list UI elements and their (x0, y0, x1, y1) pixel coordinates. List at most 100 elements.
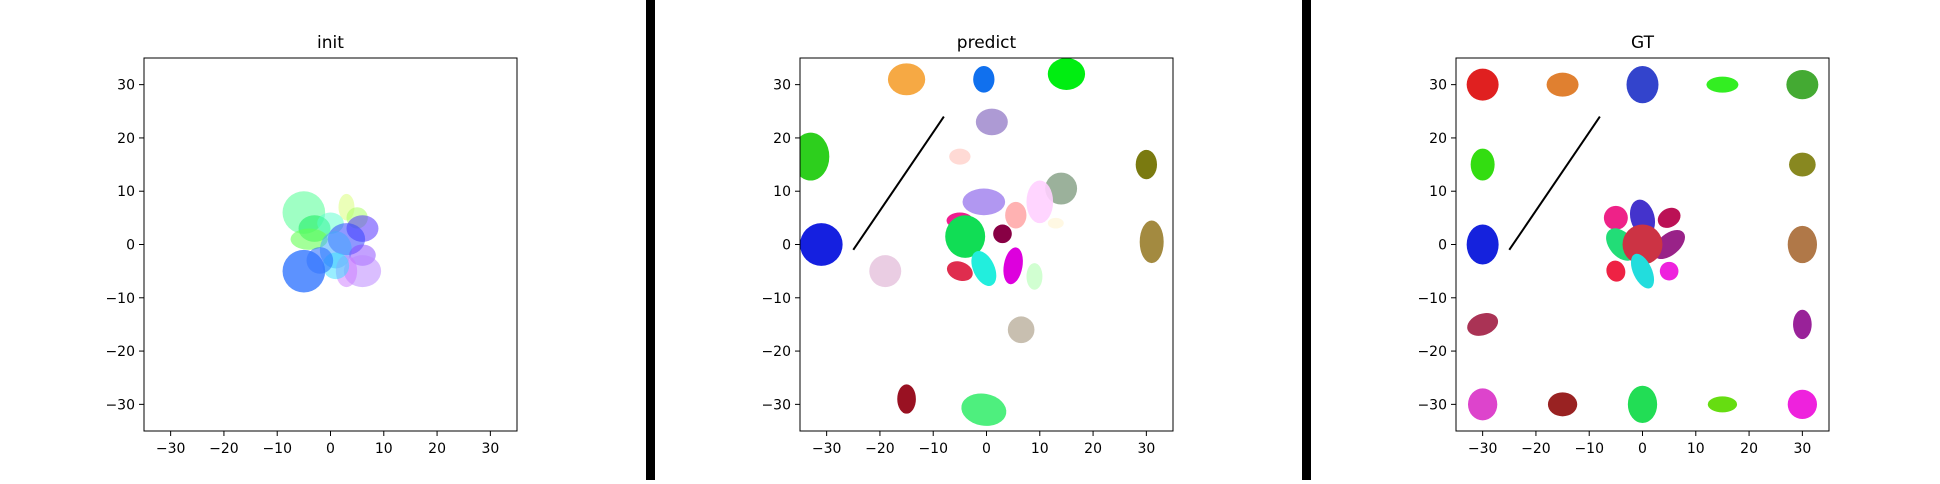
y-tick-label: −10 (1417, 291, 1447, 307)
x-tick-label: −10 (918, 441, 948, 457)
ellipse-mark (1626, 65, 1659, 104)
y-tick-label: −20 (761, 344, 791, 360)
x-tick-label: −10 (262, 441, 292, 457)
ellipse-mark (1047, 58, 1086, 90)
ellipse-mark (887, 63, 926, 96)
y-tick-label: −10 (105, 291, 135, 307)
ellipse-mark (869, 255, 902, 288)
ellipse-mark (1786, 69, 1819, 100)
ellipse-mark (1026, 263, 1043, 290)
x-tick-label: 10 (1031, 441, 1049, 457)
y-tick-label: 20 (117, 131, 135, 147)
ellipse-mark (1546, 72, 1579, 97)
ellipse-mark (1630, 253, 1655, 289)
y-tick-label: −20 (105, 344, 135, 360)
panel-predict: −30 −20 −10 0 10 20 30 −30 −20 −10 0 10 20 30 predict (761, 33, 1174, 457)
ellipse-mark (1706, 76, 1739, 93)
ellipse-mark (1467, 313, 1499, 336)
ellipse-mark (1627, 385, 1658, 424)
ellipse-mark (1135, 149, 1158, 180)
ellipse-mark (975, 108, 1008, 136)
ellipse-mark (973, 65, 995, 93)
y-tick-label: 0 (126, 238, 135, 254)
ellipse-mark (1047, 217, 1064, 229)
y-tick-label: 30 (1429, 78, 1447, 94)
line-segment (852, 116, 945, 251)
ellipse-mark (945, 215, 986, 258)
y-tick-label: 10 (773, 184, 791, 200)
x-tick-label: −10 (1574, 441, 1604, 457)
ellipse-mark (1659, 261, 1679, 281)
x-tick-label: −30 (156, 441, 186, 457)
ellipse-mark (800, 132, 830, 181)
y-tick-label: 20 (773, 131, 791, 147)
x-tick-label: 20 (1084, 441, 1102, 457)
ellipse-mark (282, 249, 326, 293)
ellipse-mark (961, 393, 1007, 426)
plot-area (800, 58, 1164, 426)
ellipse-mark (1547, 392, 1578, 417)
ellipse-mark (1466, 68, 1499, 101)
line-segment (1508, 116, 1601, 251)
ellipse-mark (1603, 205, 1628, 230)
y-tick-label: 30 (117, 78, 135, 94)
ellipse-mark (1003, 247, 1023, 285)
y-tick-label: 0 (1438, 238, 1447, 254)
x-tick-label: −20 (865, 441, 895, 457)
plot-area (1466, 65, 1819, 424)
x-tick-label: 20 (1740, 441, 1758, 457)
ellipse-mark (1045, 172, 1078, 205)
x-tick-label: 10 (1687, 441, 1705, 457)
panel-divider (1302, 0, 1311, 480)
ellipse-mark (971, 250, 997, 286)
x-tick-label: 30 (1137, 441, 1155, 457)
y-tick-label: 10 (117, 184, 135, 200)
ellipse-mark (897, 384, 916, 414)
ellipse-mark (1139, 220, 1164, 264)
ellipse-mark (1466, 224, 1499, 265)
ellipse-mark (1007, 316, 1035, 344)
y-tick-label: −30 (761, 397, 791, 413)
x-tick-label: 20 (428, 441, 446, 457)
ellipse-mark (1622, 224, 1663, 265)
x-tick-label: −20 (1521, 441, 1551, 457)
ellipse-mark (1787, 389, 1818, 420)
ellipse-mark (800, 223, 843, 266)
x-tick-label: −30 (812, 441, 842, 457)
ellipse-mark (993, 224, 1012, 244)
panel-init: −30 −20 −10 0 10 20 30 −30 −20 −10 0 10 20 30 init (105, 33, 518, 457)
ellipse-mark (1005, 201, 1027, 229)
ellipse-mark (946, 261, 973, 282)
ellipse-mark (1026, 180, 1054, 224)
x-tick-label: −20 (209, 441, 239, 457)
y-tick-label: 20 (1429, 131, 1447, 147)
x-tick-label: 30 (1793, 441, 1811, 457)
ellipse-mark (1653, 229, 1685, 260)
y-tick-label: 10 (1429, 184, 1447, 200)
y-tick-label: 30 (773, 78, 791, 94)
ellipse-mark (1606, 260, 1626, 282)
ellipse-mark (1657, 207, 1681, 228)
ellipse-mark (1470, 148, 1495, 181)
x-tick-label: 30 (481, 441, 499, 457)
y-tick-label: 0 (782, 238, 791, 254)
ellipse-mark (1467, 388, 1498, 421)
y-tick-label: −30 (1417, 397, 1447, 413)
y-tick-label: −30 (105, 397, 135, 413)
chart-title: GT (1631, 33, 1655, 53)
ellipse-mark (949, 148, 971, 165)
y-tick-label: −10 (761, 291, 791, 307)
x-tick-label: −30 (1468, 441, 1498, 457)
chart-title: predict (957, 33, 1017, 53)
x-tick-label: 0 (326, 441, 335, 457)
ellipse-mark (1787, 225, 1818, 264)
ellipse-mark (290, 228, 328, 250)
x-tick-label: 0 (1638, 441, 1647, 457)
ellipse-mark (962, 188, 1006, 216)
ellipse-mark (1793, 309, 1812, 340)
ellipse-mark (1789, 152, 1816, 177)
y-tick-label: −20 (1417, 344, 1447, 360)
ellipse-mark (1707, 396, 1738, 413)
chart-title: init (317, 33, 344, 53)
